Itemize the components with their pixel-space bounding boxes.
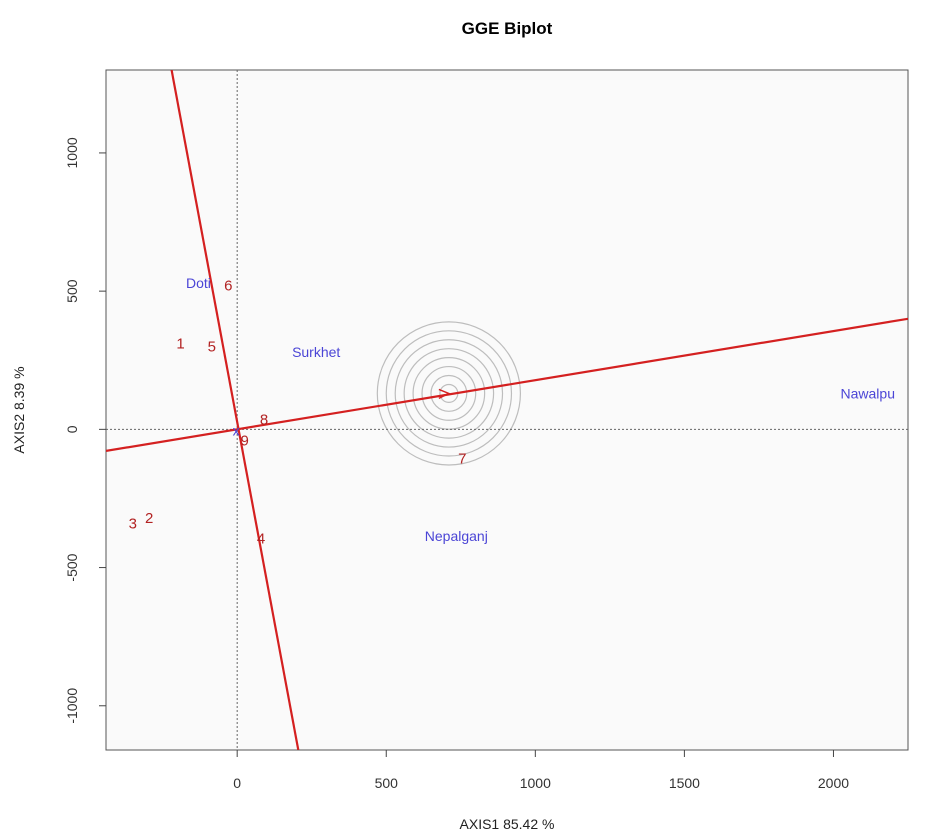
concentric-circle [385, 330, 513, 457]
chart-title: GGE Biplot [462, 19, 553, 38]
aec-ordinate-line [170, 70, 300, 750]
concentric-circle [430, 374, 468, 412]
axes-group: 0 500 1000 1500 2000 -1000 -500 0 500 1000 [64, 137, 849, 791]
y-tick-label: -500 [64, 553, 80, 581]
environment-label: Nawalpu [841, 385, 895, 401]
genotype-label: 3 [129, 515, 137, 532]
y-tick-label: -1000 [64, 688, 80, 724]
environment-label: Nepalganj [425, 528, 488, 544]
environment-label: Surkhet [292, 344, 340, 360]
aec-abscissa-line [106, 317, 908, 452]
genotype-label: 2 [145, 510, 153, 527]
x-tick-label: 1500 [669, 775, 700, 791]
genotype-label: 5 [208, 338, 216, 355]
concentric-circle [394, 339, 504, 448]
genotype-label: 4 [257, 531, 265, 548]
ideal-arrow-head [438, 388, 451, 400]
x-axis-title: AXIS1 85.42 % [460, 816, 555, 832]
x-tick-label: 2000 [818, 775, 849, 791]
x-tick-label: 0 [233, 775, 241, 791]
y-tick-label: 1000 [64, 137, 80, 168]
aec-lines-group [106, 70, 908, 750]
x-tick-label: 1000 [520, 775, 551, 791]
concentric-circle [412, 357, 486, 430]
concentric-circle [376, 321, 522, 466]
concentric-circles-group [376, 321, 522, 466]
genotype-label: 7 [458, 450, 466, 467]
genotype-label: 8 [260, 412, 268, 429]
plot-area [105, 69, 909, 751]
y-axis-title: AXIS2 8.39 % [11, 366, 27, 453]
x-tick-label: 500 [375, 775, 399, 791]
y-tick-label: 0 [64, 425, 80, 433]
y-tick-label: 500 [64, 279, 80, 303]
genotype-label: 6 [224, 278, 232, 295]
genotype-label: 9 [240, 432, 248, 449]
origin-marker: x [233, 422, 240, 438]
genotype-label: 1 [176, 336, 184, 353]
concentric-circle [403, 348, 495, 439]
concentric-circle [421, 365, 477, 421]
environment-label: Doti [186, 275, 211, 291]
